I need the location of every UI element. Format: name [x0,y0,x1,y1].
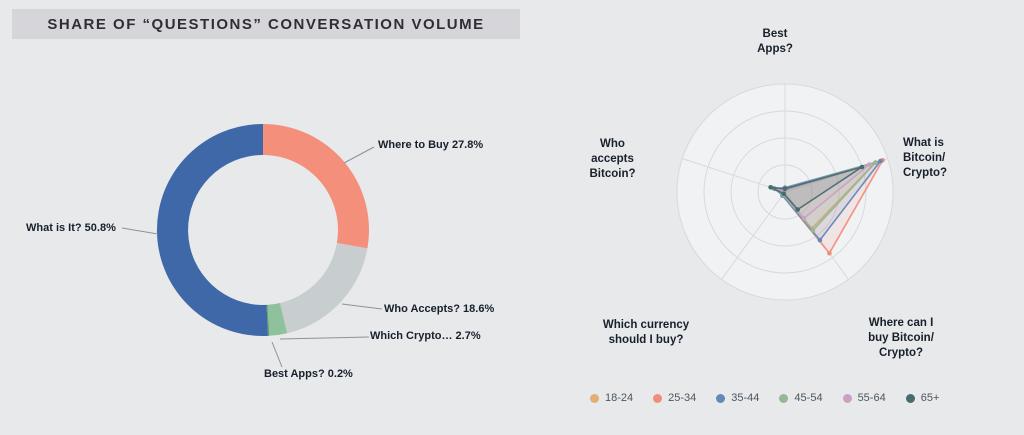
page-title-text: SHARE OF “QUESTIONS” CONVERSATION VOLUME [47,15,485,33]
legend-item-35-44: 35-44 [716,392,759,404]
legend-label: 35-44 [731,392,760,404]
legend-swatch-65plus [905,393,915,403]
donut-label-where-to-buy: Where to Buy 27.8% [378,139,484,151]
donut-label-what-is-it: What is It? 50.8% [26,222,116,234]
leader-which-crypto [279,336,370,340]
donut-label-best-apps: Best Apps? 0.2% [264,368,353,380]
donut-segment-where-to-buy [263,124,370,249]
leader-who-accepts [341,303,383,310]
legend-swatch-55-64 [842,393,852,403]
leader-what-is-it [121,227,159,235]
radar-chart [676,83,894,301]
legend-swatch-18-24 [590,393,599,403]
radar-axis-label-who-accepts: Who accepts Bitcoin? [589,138,636,180]
donut-chart [121,124,383,368]
radar-point [827,250,832,256]
radar-point [873,160,878,165]
radar-point [781,191,786,196]
radar-point [768,185,773,190]
donut-segment-which-crypto [267,303,288,336]
donut-segment-who-accepts [280,243,368,334]
radar-axis-label-best-apps: Best Apps? [757,28,793,55]
radar-point [782,186,788,192]
radar-point [878,158,883,164]
legend-label: 45-54 [794,392,823,404]
donut-label-which-crypto: Which Crypto… 2.7% [370,330,481,342]
radar-point [817,237,823,243]
legend-item-18-24: 18-24 [590,392,633,404]
legend-swatch-25-34 [653,393,663,403]
radar-axis-line [721,191,786,280]
donut-label-who-accepts: Who Accepts? 18.6% [384,303,495,315]
legend-item-25-34: 25-34 [653,392,696,404]
donut-segment-best-apps [266,304,270,336]
legend-item-55-64: 55-64 [842,392,886,404]
radar-axis-label-which-currency: Which currency should I buy? [602,319,690,346]
radar-axis-label-what-is: What is Bitcoin/ Crypto? [903,137,948,179]
legend-item-45-54: 45-54 [779,392,823,404]
leader-best-apps [271,341,283,368]
leader-where-to-buy [343,146,375,164]
legend-swatch-45-54 [779,393,789,403]
radar-point [810,228,816,233]
donut-segments [156,124,370,336]
legend-label: 18-24 [605,392,634,404]
radar-axis-label-where-buy: Where can I buy Bitcoin/ Crypto? [868,317,934,359]
radar-series-65- [769,166,863,211]
donut-leader-lines [121,146,383,368]
legend-label: 25-34 [668,392,697,404]
legend-label: 55-64 [857,392,886,404]
legend-swatch-35-44 [716,393,726,403]
donut-segment-what-is-it [156,124,268,336]
page-title: SHARE OF “QUESTIONS” CONVERSATION VOLUME [12,9,520,39]
legend-item-65plus: 65+ [905,392,940,404]
radar-point [795,207,800,212]
radar-axis-line [682,158,786,193]
legend-label: 65+ [920,392,940,404]
radar-legend: 18-24 25-34 35-44 45-54 55-64 65+ [590,392,939,404]
radar-point [859,164,865,170]
radar-point [801,215,807,221]
radar-point [866,162,872,167]
